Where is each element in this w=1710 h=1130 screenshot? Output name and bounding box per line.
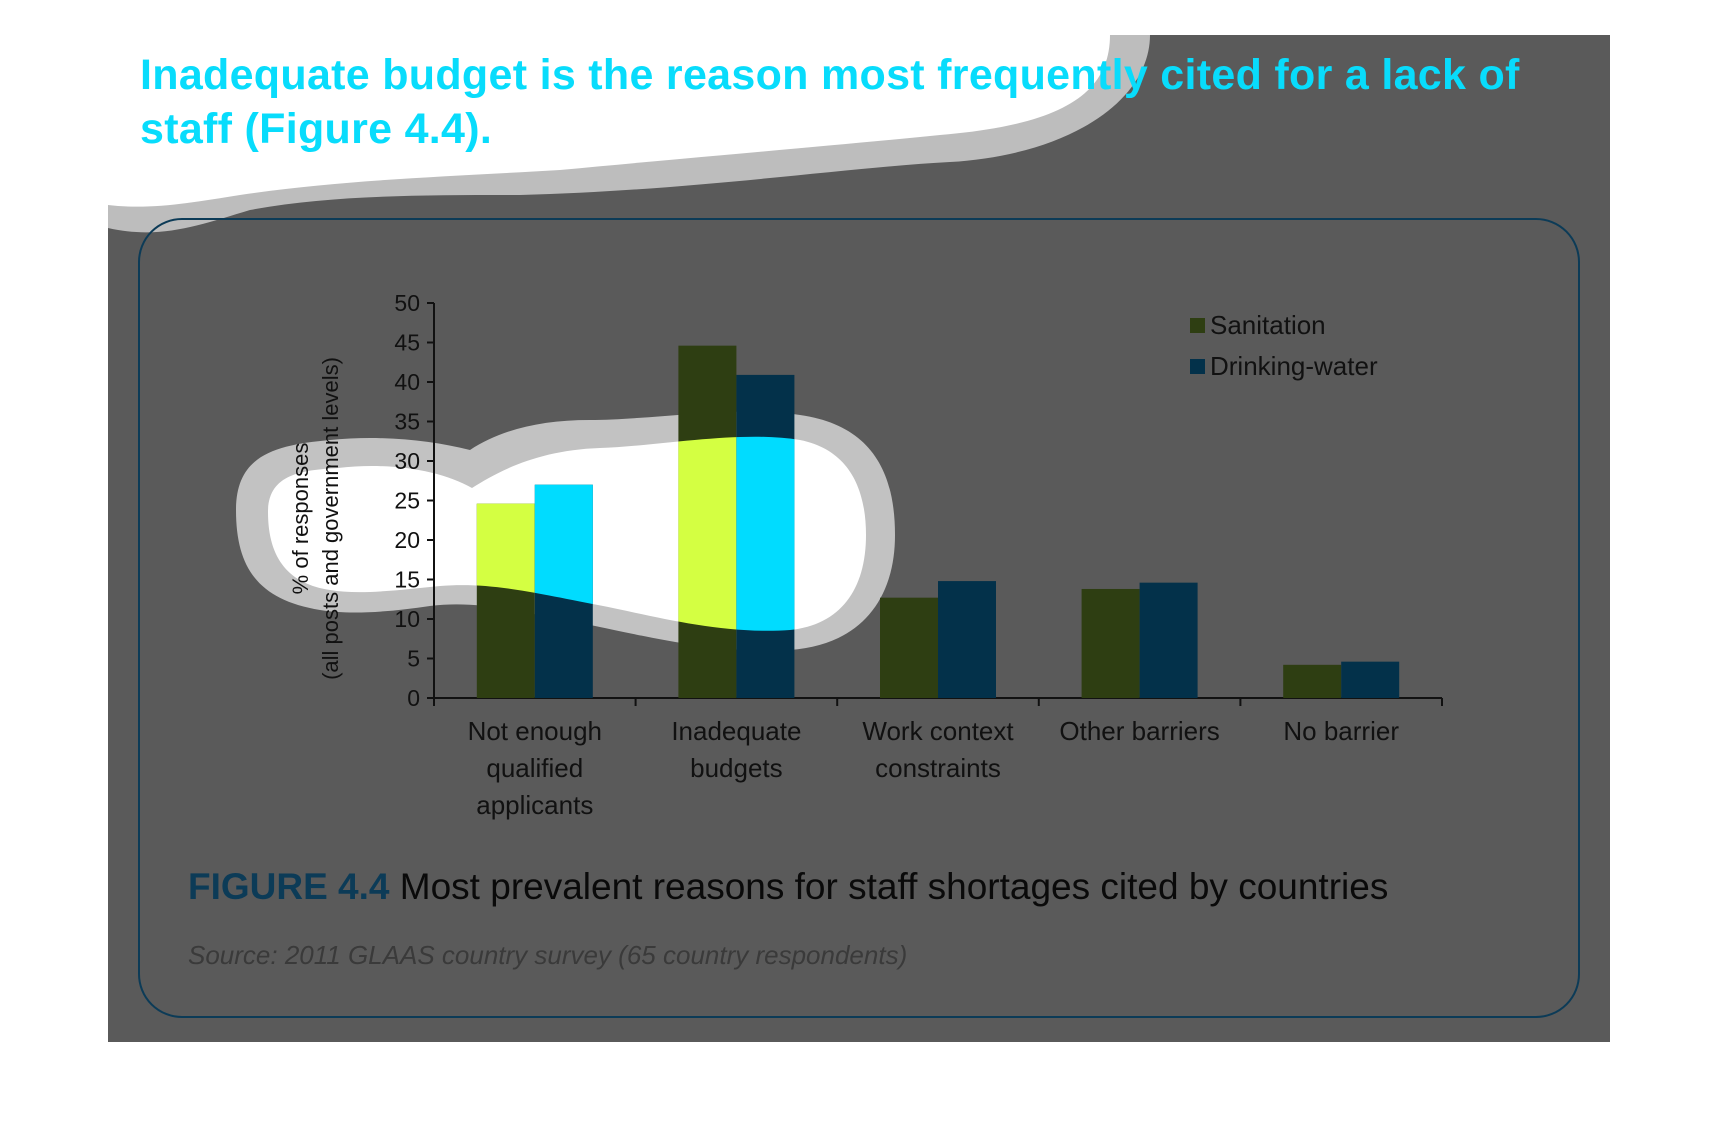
category-label: Not enough qualified applicants: [468, 716, 602, 820]
y-tick-label: 20: [394, 527, 420, 553]
bar-highlight-drinking-water: [736, 436, 795, 631]
bar-drinking-water: [1341, 661, 1400, 698]
legend-swatch: [1190, 318, 1205, 333]
y-tick-label: 35: [394, 409, 420, 435]
legend-swatch: [1190, 359, 1205, 374]
category-label: Inadequate budgets: [671, 716, 801, 783]
bar-drinking-water: [938, 581, 996, 698]
chart-legend: Sanitation Drinking-water: [1190, 310, 1378, 381]
y-tick-label: 30: [394, 448, 420, 474]
bar-highlight-sanitation: [678, 436, 737, 631]
category-label: Other barriers: [1059, 716, 1219, 746]
y-tick-label: 40: [394, 369, 420, 395]
figure-panel: [138, 218, 1580, 1018]
y-tick-label: 0: [407, 685, 420, 711]
figure-source: Source: 2011 GLAAS country survey (65 co…: [188, 940, 908, 970]
category-labels: Not enough qualified applicants Inadequate b…: [468, 716, 1400, 820]
y-axis-label-sub: (all posts and government levels): [318, 357, 343, 680]
tick-labels: 0 5 10 15 20 25 30 35 40 45 50: [394, 290, 420, 711]
y-axis-label: % of responses: [288, 443, 313, 595]
y-tick-label: 50: [394, 290, 420, 316]
y-tick-label: 25: [394, 488, 420, 514]
bar-sanitation: [1081, 588, 1140, 698]
bar-drinking-water: [1139, 582, 1198, 698]
y-tick-label: 45: [394, 330, 420, 356]
legend-label: Sanitation: [1210, 310, 1326, 340]
figure-number: FIGURE 4.4: [188, 866, 390, 907]
bar-sanitation: [880, 597, 938, 698]
y-tick-label: 10: [394, 606, 420, 632]
y-tick-label: 5: [407, 646, 420, 672]
category-label: Work context constraints: [862, 716, 1014, 783]
category-label: No barrier: [1283, 716, 1399, 746]
headline: Inadequate budget is the reason most fre…: [140, 51, 1520, 153]
chart-bars: [476, 345, 1400, 698]
headline-highlight-blob-inner: [108, 0, 1110, 207]
figure-title: Most prevalent reasons for staff shortag…: [399, 866, 1389, 907]
y-tick-label: 15: [394, 567, 420, 593]
figure-caption: FIGURE 4.4 Most prevalent reasons for st…: [188, 866, 1568, 908]
bar-sanitation: [1283, 664, 1342, 698]
headline-highlight-blob: [108, 35, 1150, 233]
legend-label: Drinking-water: [1210, 351, 1378, 381]
